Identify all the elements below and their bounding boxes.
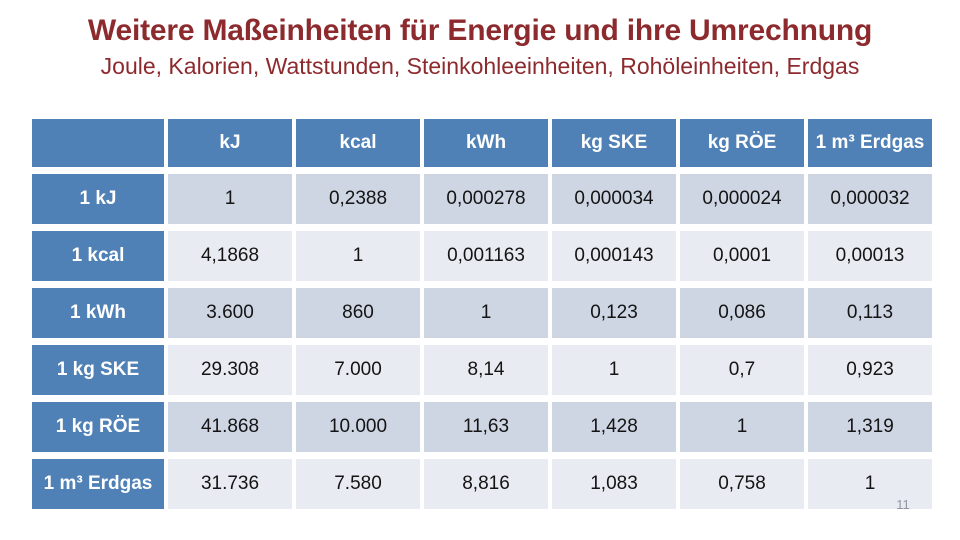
table-cell: 0,000278 — [424, 174, 548, 224]
table-row-kg-roe: 1 kg RÖE 41.868 10.000 11,63 1,428 1 1,3… — [32, 402, 932, 452]
table-cell: 4,1868 — [168, 231, 292, 281]
table-cell: 7.000 — [296, 345, 420, 395]
table-cell: 1,083 — [552, 459, 676, 509]
table-cell: 1 — [424, 288, 548, 338]
table-cell: 10.000 — [296, 402, 420, 452]
table-cell: 31.736 — [168, 459, 292, 509]
slide-title: Weitere Maßeinheiten für Energie und ihr… — [87, 14, 873, 47]
table-cell: 860 — [296, 288, 420, 338]
column-header-kcal: kcal — [296, 119, 420, 167]
table-cell: 0,123 — [552, 288, 676, 338]
table-cell: 0,113 — [808, 288, 932, 338]
row-header: 1 m³ Erdgas — [32, 459, 164, 509]
column-header-kg-ske: kg SKE — [552, 119, 676, 167]
row-header: 1 kg SKE — [32, 345, 164, 395]
table-cell: 0,001163 — [424, 231, 548, 281]
table-cell: 0,00013 — [808, 231, 932, 281]
table-cell: 1,428 — [552, 402, 676, 452]
table-cell: 0,0001 — [680, 231, 804, 281]
table-row-erdgas: 1 m³ Erdgas 31.736 7.580 8,816 1,083 0,7… — [32, 459, 932, 509]
table-row-kcal: 1 kcal 4,1868 1 0,001163 0,000143 0,0001… — [32, 231, 932, 281]
table-row-kwh: 1 kWh 3.600 860 1 0,123 0,086 0,113 — [32, 288, 932, 338]
table-cell: 7.580 — [296, 459, 420, 509]
row-header: 1 kcal — [32, 231, 164, 281]
table-cell: 8,816 — [424, 459, 548, 509]
column-header-kj: kJ — [168, 119, 292, 167]
table-cell: 0,758 — [680, 459, 804, 509]
table-cell: 1,319 — [808, 402, 932, 452]
table-cell: 8,14 — [424, 345, 548, 395]
column-header-kg-roe: kg RÖE — [680, 119, 804, 167]
corner-cell — [32, 119, 164, 167]
table-cell: 0,2388 — [296, 174, 420, 224]
conversion-table: kJ kcal kWh kg SKE kg RÖE 1 m³ Erdgas 1 … — [28, 112, 936, 516]
table-cell: 3.600 — [168, 288, 292, 338]
table-cell: 0,000034 — [552, 174, 676, 224]
table-cell: 1 — [808, 459, 932, 509]
table-cell: 1 — [552, 345, 676, 395]
table-row-kg-ske: 1 kg SKE 29.308 7.000 8,14 1 0,7 0,923 — [32, 345, 932, 395]
table-cell: 0,000024 — [680, 174, 804, 224]
table-cell: 0,7 — [680, 345, 804, 395]
table-cell: 0,923 — [808, 345, 932, 395]
row-header: 1 kWh — [32, 288, 164, 338]
table-cell: 0,086 — [680, 288, 804, 338]
table-cell: 1 — [296, 231, 420, 281]
table-cell: 1 — [680, 402, 804, 452]
table-cell: 0,000032 — [808, 174, 932, 224]
row-header: 1 kJ — [32, 174, 164, 224]
slide-subtitle: Joule, Kalorien, Wattstunden, Steinkohle… — [100, 52, 860, 79]
table-row-kj: 1 kJ 1 0,2388 0,000278 0,000034 0,000024… — [32, 174, 932, 224]
row-header: 1 kg RÖE — [32, 402, 164, 452]
table-cell: 1 — [168, 174, 292, 224]
column-header-kwh: kWh — [424, 119, 548, 167]
table-cell: 41.868 — [168, 402, 292, 452]
table-cell: 11,63 — [424, 402, 548, 452]
column-header-erdgas: 1 m³ Erdgas — [808, 119, 932, 167]
table-header-row: kJ kcal kWh kg SKE kg RÖE 1 m³ Erdgas — [32, 119, 932, 167]
table-cell: 29.308 — [168, 345, 292, 395]
page-number: 11 — [896, 497, 910, 512]
table-cell: 0,000143 — [552, 231, 676, 281]
